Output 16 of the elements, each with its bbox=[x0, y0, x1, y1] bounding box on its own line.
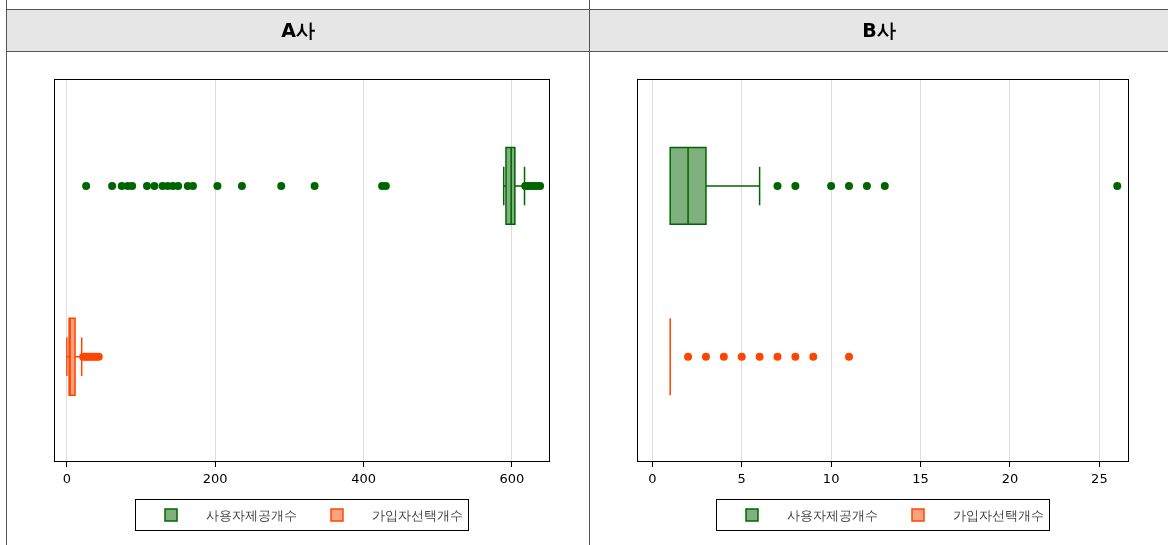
x-tick-label: 25 bbox=[1091, 470, 1108, 486]
x-tick-label: 15 bbox=[912, 470, 929, 486]
legend-label: 사용자제공개수 bbox=[206, 508, 297, 524]
x-tick-label: 400 bbox=[351, 470, 376, 486]
legend-label: 가입자선택개수 bbox=[372, 508, 463, 524]
x-tick-label: 20 bbox=[1001, 470, 1019, 486]
legend-label: 가입자선택개수 bbox=[953, 508, 1044, 524]
x-tick-label: 10 bbox=[822, 470, 840, 486]
x-tick-label: 0 bbox=[62, 470, 72, 486]
x-tick-label: 200 bbox=[202, 470, 228, 486]
x-tick-label: 5 bbox=[737, 470, 746, 486]
chart-title: A사 bbox=[7, 9, 589, 52]
x-tick-label: 0 bbox=[648, 470, 657, 486]
chart-title: B사 bbox=[590, 9, 1168, 52]
x-tick-label: 600 bbox=[499, 470, 525, 486]
legend-label: 사용자제공개수 bbox=[787, 508, 878, 524]
